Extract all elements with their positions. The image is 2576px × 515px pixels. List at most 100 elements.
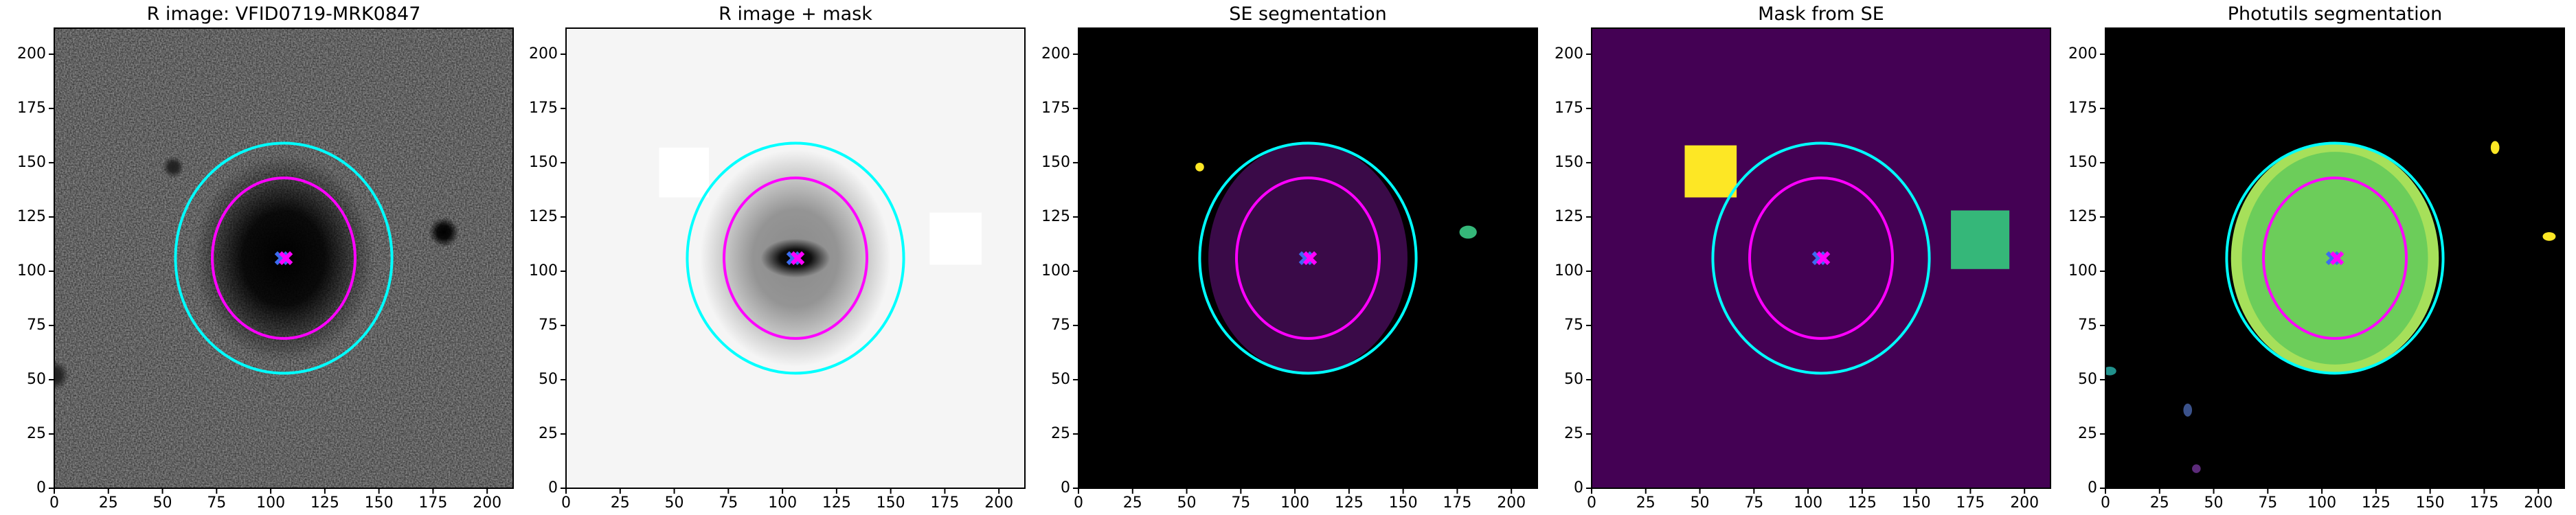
center-marker	[1816, 251, 1831, 266]
y-tick-label: 150	[1555, 154, 1583, 171]
y-tick-label: 75	[2078, 317, 2097, 334]
x-tick-label: 150	[877, 494, 905, 512]
axes-frame	[1078, 27, 1538, 489]
center-marker	[274, 251, 289, 266]
segment-region	[2542, 232, 2556, 241]
x-tick-label: 0	[1587, 494, 1596, 512]
y-tick-label: 75	[1564, 317, 1583, 334]
center-marker	[2325, 251, 2340, 266]
center-marker	[1303, 251, 1318, 266]
x-tick-label: 175	[930, 494, 959, 512]
x-tick-label: 25	[1123, 494, 1142, 512]
x-tick-label: 125	[822, 494, 851, 512]
panel-title: SE segmentation	[1229, 3, 1386, 25]
y-tick-label: 175	[17, 100, 46, 117]
y-tick-label: 100	[2068, 262, 2097, 279]
y-tick-label: 125	[2068, 208, 2097, 225]
aperture-ellipse	[2262, 176, 2408, 340]
y-tick-label: 175	[2068, 100, 2097, 117]
x-tick-label: 100	[2307, 494, 2336, 512]
x-tick-label: 75	[2258, 494, 2277, 512]
y-tick-label: 150	[1041, 154, 1070, 171]
y-tick-label: 100	[529, 262, 558, 279]
x-tick-label: 25	[99, 494, 118, 512]
y-tick-label: 125	[1555, 208, 1583, 225]
x-tick-label: 50	[1691, 494, 1710, 512]
x-tick-label: 175	[2470, 494, 2498, 512]
aperture-ellipse	[2225, 141, 2445, 375]
y-tick-label: 175	[529, 100, 558, 117]
image	[2105, 28, 2564, 488]
y-tick-label: 75	[27, 317, 46, 334]
y-tick-label: 175	[1041, 100, 1070, 117]
segment-region	[54, 360, 70, 391]
image	[1592, 28, 2050, 488]
image	[54, 28, 513, 488]
segment-region	[2105, 367, 2116, 376]
y-tick-label: 25	[1564, 425, 1583, 442]
y-tick-label: 0	[1574, 479, 1583, 496]
mask-region	[929, 212, 982, 265]
x-tick-label: 175	[1956, 494, 1985, 512]
x-tick-label: 200	[2524, 494, 2553, 512]
y-tick-label: 75	[1051, 317, 1070, 334]
y-tick-label: 100	[1555, 262, 1583, 279]
y-tick-label: 150	[529, 154, 558, 171]
center-marker	[1298, 251, 1313, 266]
x-tick-label: 200	[1497, 494, 1526, 512]
y-tick-label: 25	[1051, 425, 1070, 442]
segment-region	[2192, 464, 2201, 473]
y-tick-label: 50	[539, 371, 558, 388]
aperture-ellipse	[211, 176, 357, 340]
mask-region	[1684, 145, 1737, 198]
y-tick-label: 50	[1051, 371, 1070, 388]
y-tick-label: 200	[1041, 45, 1070, 62]
y-tick-label: 25	[27, 425, 46, 442]
x-tick-label: 25	[611, 494, 630, 512]
axes-frame	[565, 27, 1026, 489]
y-tick-label: 150	[2068, 154, 2097, 171]
x-tick-label: 200	[2010, 494, 2039, 512]
panel: Photutils segmentation 0 25 50 75 100 125 150 17…	[2068, 3, 2565, 512]
x-tick-label: 125	[1335, 494, 1364, 512]
x-tick-label: 100	[256, 494, 285, 512]
y-tick-label: 200	[17, 45, 46, 62]
x-tick-label: 125	[2362, 494, 2391, 512]
panel: Mask from SE 0 25 50 75 100 125 150 175 200 0 25 50 7…	[1555, 3, 2051, 512]
y-tick-label: 125	[1041, 208, 1070, 225]
y-tick-label: 75	[539, 317, 558, 334]
segment-region	[2490, 141, 2500, 154]
y-tick-label: 150	[17, 154, 46, 171]
x-tick-label: 50	[1177, 494, 1197, 512]
x-tick-label: 25	[2150, 494, 2169, 512]
image	[1078, 28, 1537, 488]
aperture-ellipse	[1198, 141, 1418, 375]
center-marker	[2330, 251, 2345, 266]
y-tick-label: 25	[539, 425, 558, 442]
y-tick-label: 200	[2068, 45, 2097, 62]
segment-region	[1195, 162, 1204, 172]
center-marker	[791, 251, 805, 266]
y-tick-label: 25	[2078, 425, 2097, 442]
y-tick-label: 175	[1555, 100, 1583, 117]
axes-frame	[2105, 27, 2565, 489]
x-tick-label: 75	[719, 494, 738, 512]
panel-title: Mask from SE	[1758, 3, 1884, 25]
x-tick-label: 125	[1848, 494, 1877, 512]
x-tick-label: 50	[153, 494, 172, 512]
x-tick-label: 200	[984, 494, 1013, 512]
x-tick-label: 75	[1744, 494, 1763, 512]
x-tick-label: 100	[1794, 494, 1822, 512]
x-tick-label: 75	[207, 494, 226, 512]
x-tick-label: 0	[561, 494, 571, 512]
segment-region	[162, 156, 185, 179]
x-tick-label: 125	[310, 494, 339, 512]
aperture-ellipse	[174, 141, 394, 375]
y-tick-label: 0	[2088, 479, 2097, 496]
x-tick-label: 175	[418, 494, 447, 512]
aperture-ellipse	[686, 141, 905, 375]
axes-frame	[1591, 27, 2051, 489]
y-tick-label: 100	[1041, 262, 1070, 279]
segment-region	[429, 216, 460, 248]
